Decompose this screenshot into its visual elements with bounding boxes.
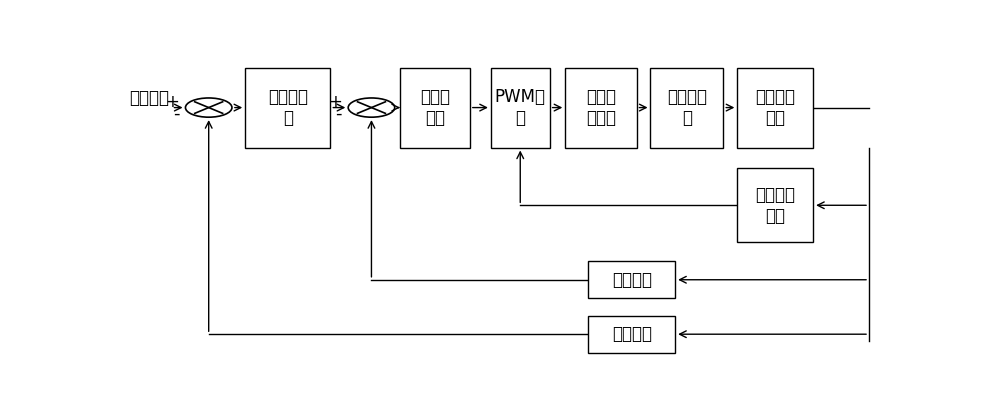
- Bar: [650, 67, 723, 148]
- Text: -: -: [336, 104, 342, 122]
- Text: 直流无刷
电机: 直流无刷 电机: [755, 88, 795, 127]
- Bar: [737, 67, 813, 148]
- Text: 延迟时
间控制: 延迟时 间控制: [586, 88, 616, 127]
- Bar: [588, 261, 675, 298]
- Text: -: -: [173, 104, 179, 122]
- Bar: [400, 67, 470, 148]
- Text: 电流检测: 电流检测: [612, 271, 652, 289]
- Text: +: +: [328, 93, 342, 111]
- Text: 三相逆变
桥: 三相逆变 桥: [667, 88, 707, 127]
- Text: 速度控制
器: 速度控制 器: [268, 88, 308, 127]
- Text: 参考速度: 参考速度: [129, 89, 169, 107]
- Text: 电流控
制器: 电流控 制器: [420, 88, 450, 127]
- Bar: [491, 67, 550, 148]
- Text: 霍尔位置
检测: 霍尔位置 检测: [755, 186, 795, 225]
- Text: PWM调
制: PWM调 制: [495, 88, 546, 127]
- Bar: [565, 67, 637, 148]
- Text: +: +: [165, 93, 179, 111]
- Bar: [588, 316, 675, 353]
- Bar: [737, 168, 813, 242]
- Bar: [245, 67, 330, 148]
- Text: 速度检测: 速度检测: [612, 325, 652, 343]
